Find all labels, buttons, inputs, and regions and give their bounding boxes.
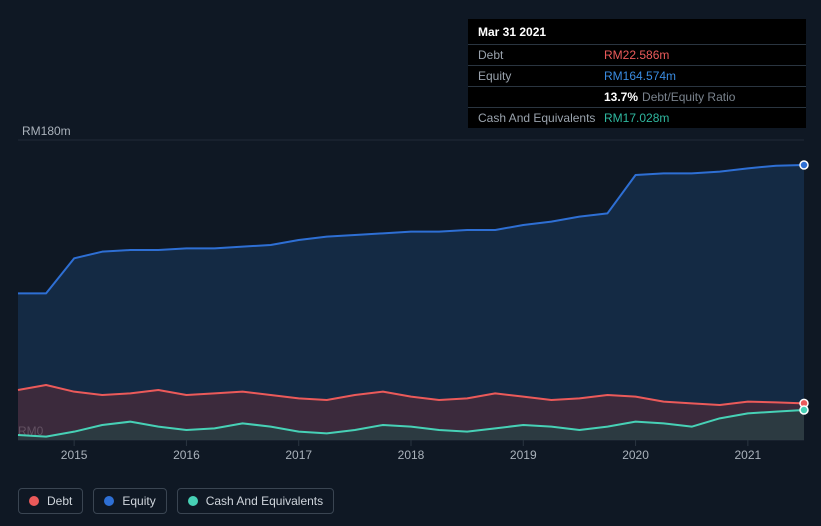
x-axis-tick-label: 2016: [173, 448, 200, 462]
legend-label: Equity: [122, 494, 155, 508]
legend-item-equity[interactable]: Equity: [93, 488, 166, 514]
chart-legend: Debt Equity Cash And Equivalents: [18, 488, 334, 514]
x-axis-tick-label: 2018: [398, 448, 425, 462]
x-axis-tick-label: 2020: [622, 448, 649, 462]
legend-dot-icon: [104, 496, 114, 506]
legend-item-debt[interactable]: Debt: [18, 488, 83, 514]
x-axis-tick-label: 2019: [510, 448, 537, 462]
x-axis-tick-label: 2015: [61, 448, 88, 462]
legend-dot-icon: [29, 496, 39, 506]
legend-item-cash[interactable]: Cash And Equivalents: [177, 488, 334, 514]
x-axis-tick-label: 2017: [285, 448, 312, 462]
x-axis-tick-label: 2021: [734, 448, 761, 462]
legend-label: Debt: [47, 494, 72, 508]
legend-label: Cash And Equivalents: [206, 494, 323, 508]
legend-dot-icon: [188, 496, 198, 506]
